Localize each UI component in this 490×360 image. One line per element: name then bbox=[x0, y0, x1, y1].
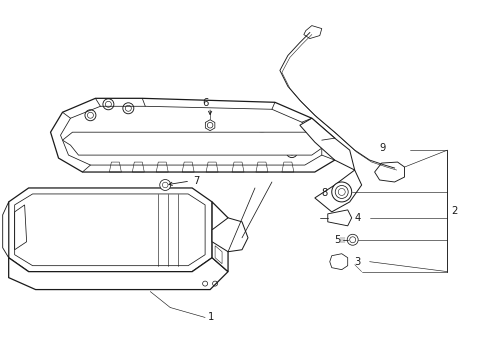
Text: 4: 4 bbox=[355, 213, 361, 223]
Polygon shape bbox=[328, 210, 352, 226]
Text: 9: 9 bbox=[380, 143, 386, 153]
Polygon shape bbox=[63, 132, 322, 155]
Polygon shape bbox=[304, 26, 322, 39]
Polygon shape bbox=[330, 254, 348, 270]
Circle shape bbox=[347, 234, 358, 245]
Polygon shape bbox=[205, 120, 215, 131]
Polygon shape bbox=[2, 202, 9, 258]
Polygon shape bbox=[300, 118, 355, 170]
Polygon shape bbox=[9, 258, 228, 289]
Polygon shape bbox=[212, 218, 248, 252]
Text: 6: 6 bbox=[202, 98, 209, 108]
Polygon shape bbox=[50, 98, 335, 172]
Text: 3: 3 bbox=[355, 257, 361, 267]
Text: 2: 2 bbox=[451, 206, 458, 216]
Text: 8: 8 bbox=[322, 188, 328, 198]
Polygon shape bbox=[375, 162, 405, 182]
Circle shape bbox=[160, 180, 171, 190]
Polygon shape bbox=[212, 202, 228, 272]
Text: 1: 1 bbox=[208, 312, 215, 323]
Polygon shape bbox=[315, 170, 362, 212]
Text: 7: 7 bbox=[193, 176, 199, 186]
Circle shape bbox=[332, 182, 352, 202]
Polygon shape bbox=[9, 188, 212, 272]
Text: 5: 5 bbox=[334, 235, 340, 245]
